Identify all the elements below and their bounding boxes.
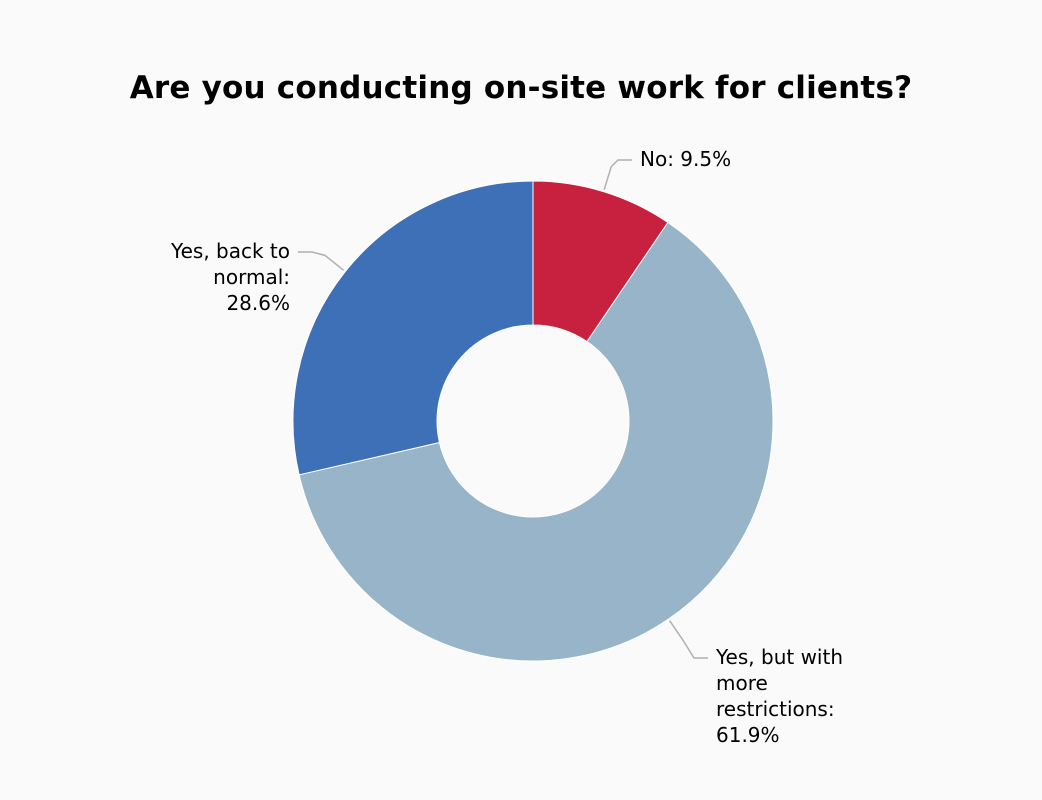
slice-label-line: more bbox=[716, 671, 768, 695]
slice-yes-back-to-normal bbox=[292, 180, 534, 476]
chart-title: Are you conducting on-site work for clie… bbox=[129, 70, 913, 106]
slice-label-line: 61.9% bbox=[716, 723, 780, 747]
slice-label-line: normal: bbox=[213, 265, 290, 289]
slice-labels: No: 9.5% Yes, but with more restrictions: 61… bbox=[170, 147, 843, 747]
leader-lines bbox=[298, 159, 708, 659]
slice-yes-but-with-more-restrictions bbox=[298, 221, 774, 662]
slice-label-line: 28.6% bbox=[226, 291, 290, 315]
slice-label-yes-back-to-normal: Yes, back to normal: 28.6% bbox=[170, 239, 290, 315]
slice-label-yes-but-with-more-restrictions: Yes, but with more restrictions: 61.9% bbox=[715, 645, 843, 747]
leader-line-yes-back-to-normal bbox=[298, 251, 345, 271]
donut-slices bbox=[292, 180, 774, 662]
leader-line-no bbox=[603, 159, 632, 190]
slice-label-no: No: 9.5% bbox=[640, 147, 731, 171]
slice-label-line: No: 9.5% bbox=[640, 147, 731, 171]
leader-line-yes-but-with-more-restrictions bbox=[669, 620, 708, 659]
slice-label-line: Yes, back to bbox=[170, 239, 290, 263]
slice-label-line: Yes, but with bbox=[715, 645, 843, 669]
slice-label-line: restrictions: bbox=[716, 697, 835, 721]
